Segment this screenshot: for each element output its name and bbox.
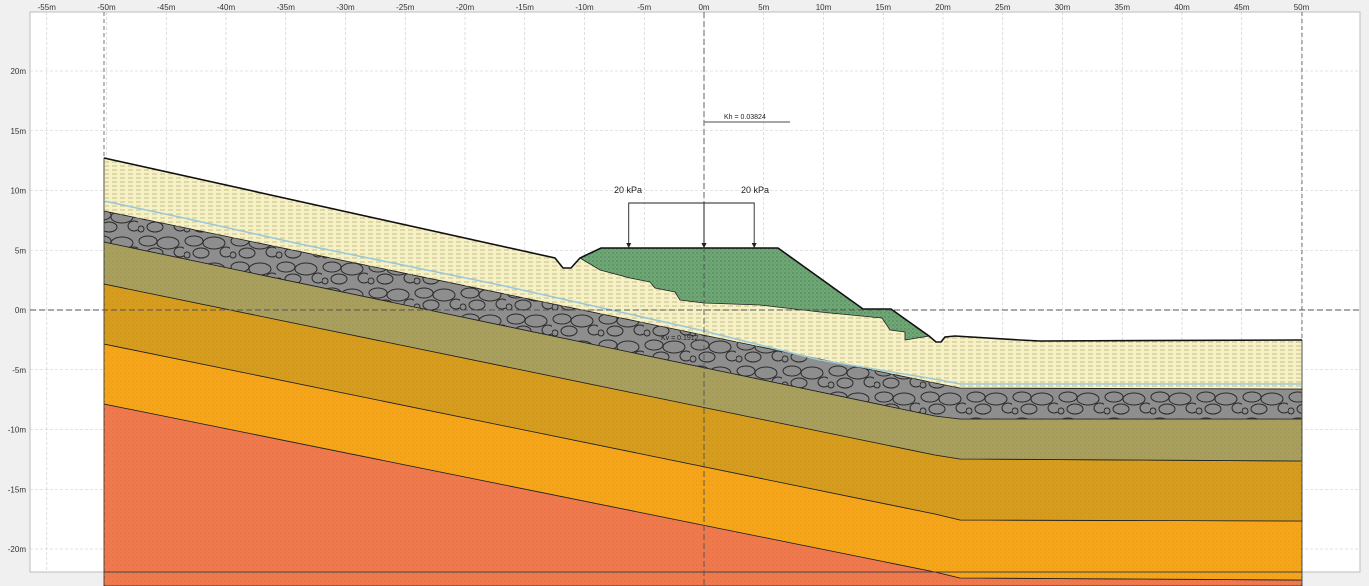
x-tick-label: 0m xyxy=(698,3,709,12)
layer-fill-embankment-texture xyxy=(580,248,929,340)
load-arrow-icon xyxy=(626,243,632,248)
x-tick-label: -50m xyxy=(97,3,116,12)
annotations-layer xyxy=(30,12,1360,586)
y-tick-label: -20m xyxy=(8,545,27,554)
load-arrow-icon xyxy=(701,243,707,248)
y-tick-label: 10m xyxy=(10,187,26,196)
x-tick-label: 25m xyxy=(995,3,1011,12)
axes: -55m -50m -45m -40m -35m -30m -25m -20m -15m -10m… xyxy=(8,3,1310,554)
kv-label: Kv = 0.1912 xyxy=(661,335,699,342)
y-tick-label: -5m xyxy=(12,366,26,375)
x-tick-label: -20m xyxy=(456,3,475,12)
x-tick-label: -5m xyxy=(637,3,651,12)
x-tick-label: 15m xyxy=(875,3,891,12)
layer-olive-clay-texture xyxy=(104,242,1302,461)
y-tick-label: 20m xyxy=(10,67,26,76)
water-table xyxy=(103,200,1302,385)
x-tick-label: 50m xyxy=(1294,3,1310,12)
x-tick-label: -40m xyxy=(217,3,236,12)
x-tick-label: -55m xyxy=(38,3,57,12)
load-arrow-icon xyxy=(751,243,757,248)
y-tick-label: -10m xyxy=(8,426,27,435)
x-tick-label: 20m xyxy=(935,3,951,12)
x-tick-label: -15m xyxy=(516,3,535,12)
x-tick-label: 30m xyxy=(1055,3,1071,12)
soil-profile xyxy=(103,157,1303,586)
y-tick-label: -15m xyxy=(8,485,27,494)
y-tick-label: 5m xyxy=(15,246,26,255)
x-tick-label: -30m xyxy=(336,3,355,12)
load-left-label: 20 kPa xyxy=(614,185,642,195)
layer-red-bedrock-texture xyxy=(104,404,1302,586)
y-tick-label: 15m xyxy=(10,127,26,136)
kh-label: Kh = 0.03824 xyxy=(724,114,766,121)
distributed-load-2 xyxy=(703,202,755,248)
x-tick-label: 10m xyxy=(816,3,832,12)
layer-orange-sand-texture xyxy=(104,344,1302,580)
ground-surface xyxy=(103,157,1303,343)
x-tick-label: 45m xyxy=(1234,3,1250,12)
load-right-label: 20 kPa xyxy=(741,185,769,195)
x-tick-label: -35m xyxy=(277,3,296,12)
x-tick-label: -25m xyxy=(396,3,415,12)
x-tick-label: -10m xyxy=(575,3,594,12)
x-tick-label: 5m xyxy=(758,3,769,12)
x-tick-label: -45m xyxy=(157,3,176,12)
layer-gravel-cobbles-texture xyxy=(104,211,1302,419)
x-tick-label: 40m xyxy=(1174,3,1190,12)
layer-brown-sand-texture xyxy=(104,284,1302,521)
x-tick-label: 35m xyxy=(1114,3,1130,12)
y-tick-label: 0m xyxy=(15,306,26,315)
